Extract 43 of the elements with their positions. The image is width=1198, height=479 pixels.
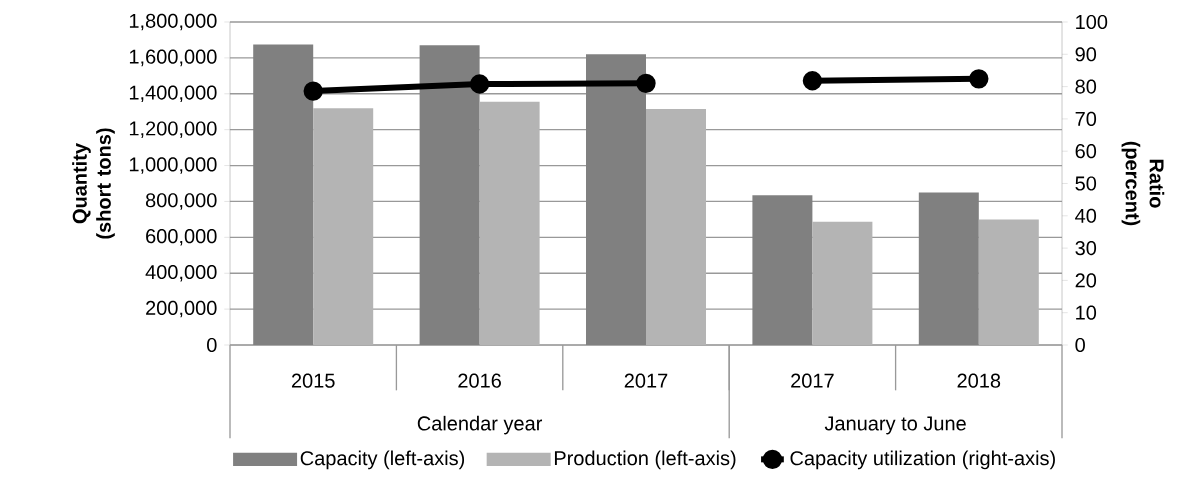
legend-label: Capacity (left-axis) [300, 450, 465, 470]
y2-tick-label: 70 [1075, 111, 1097, 126]
x-tick-label: 2015 [291, 373, 335, 388]
y2-tick-label: 100 [1076, 14, 1108, 30]
bar [253, 44, 314, 345]
y2-tick-label: 30 [1075, 241, 1097, 256]
y-axis-title: Quantity (short tons) [72, 128, 115, 239]
bar [978, 219, 1039, 345]
y-tick-label: 800,000 [145, 193, 217, 210]
y-tick-label: 0 [207, 337, 217, 353]
x-tick-label: 2017 [624, 373, 668, 388]
y2-tick-label: 90 [1075, 47, 1097, 62]
y2-tick-label: 40 [1075, 208, 1097, 223]
legend-label: Capacity utilization (right-axis) [790, 450, 1055, 470]
bar [586, 54, 646, 345]
y-tick-label: 1,600,000 [129, 49, 217, 67]
y-tick-label: 1,200,000 [129, 121, 217, 138]
y2-tick-label: 50 [1075, 176, 1097, 191]
x-tick-label: 2016 [458, 373, 501, 388]
y-tick-label: 1,000,000 [129, 157, 217, 174]
y-tick-label: 600,000 [146, 229, 217, 246]
x-tick-label: 2018 [957, 373, 1001, 388]
y-tick-label: 200,000 [146, 300, 217, 318]
y2-axis-title: Ratio (percent) [1121, 141, 1165, 226]
bar [313, 108, 374, 345]
y2-tick-label: 20 [1075, 273, 1097, 288]
bar [419, 45, 480, 345]
y-tick-label: 400,000 [145, 264, 217, 282]
bar [752, 195, 813, 345]
text: Calendar year [417, 415, 543, 435]
y2-tick-label: 0 [1075, 337, 1085, 353]
y2-tick-label: 10 [1076, 305, 1097, 320]
bar [812, 221, 873, 345]
y-tick-label: 1,800,000 [129, 13, 217, 31]
x-tick-label: 2017 [791, 373, 834, 388]
bar [646, 109, 706, 345]
bar [479, 101, 540, 345]
y2-tick-label: 80 [1075, 79, 1097, 94]
bar [918, 192, 979, 345]
y-tick-label: 1,400,000 [129, 85, 217, 103]
y2-tick-label: 60 [1075, 144, 1097, 159]
text: January to June [824, 416, 966, 435]
legend-label: Production (left-axis) [554, 450, 736, 470]
